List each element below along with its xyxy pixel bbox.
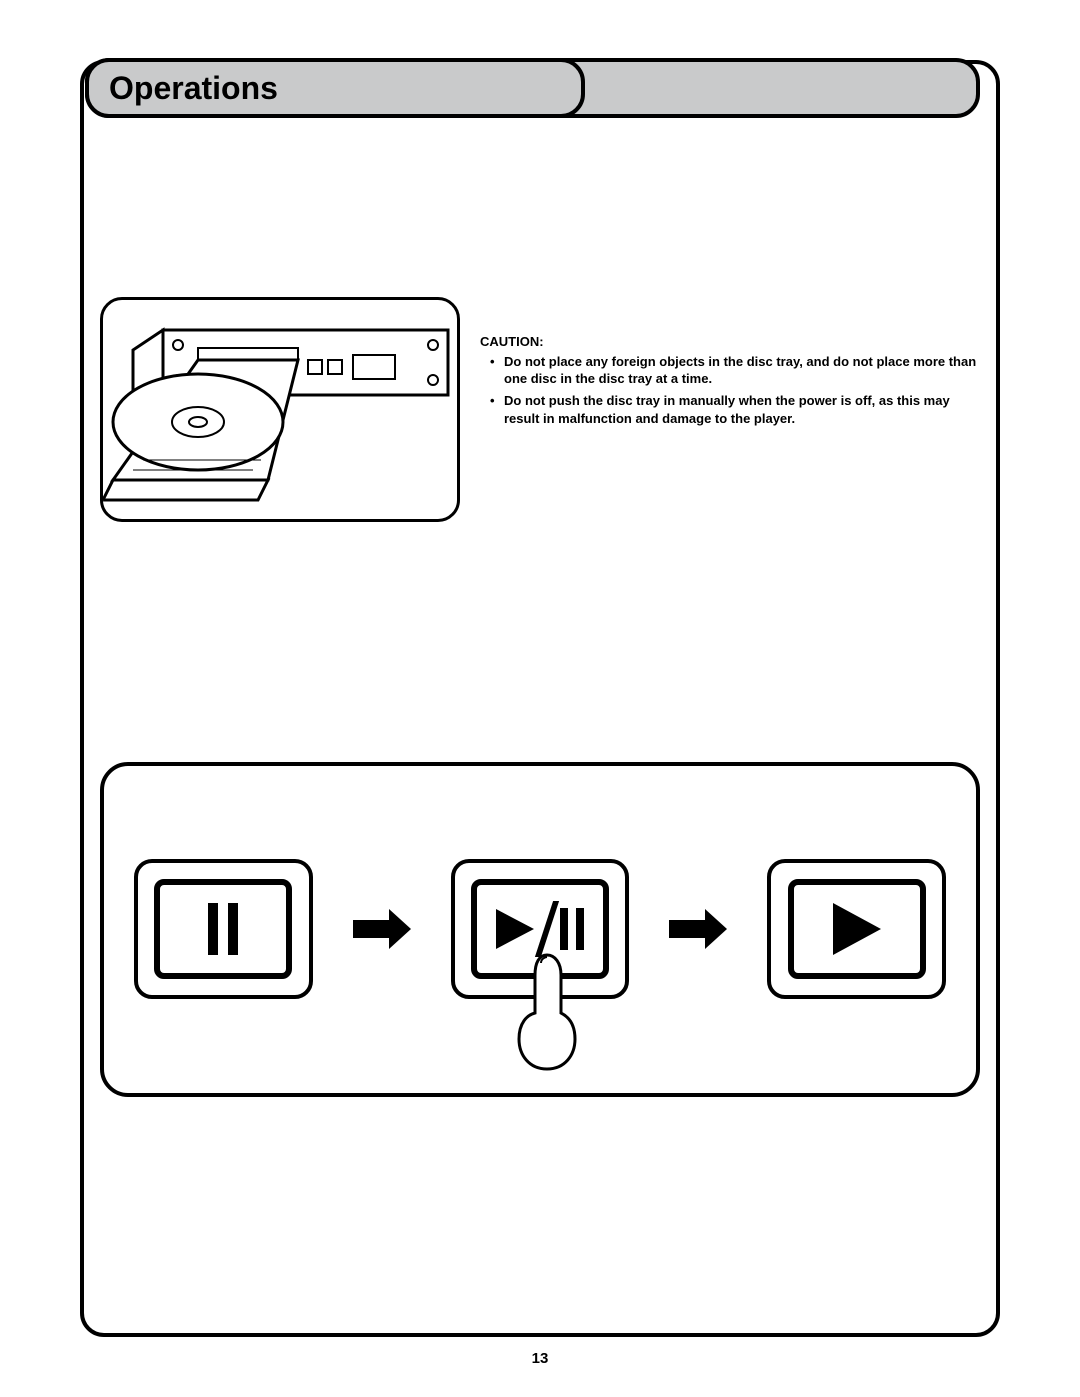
- loading-heading: LOADING AND PLAYING A COMPACT DISC: [100, 140, 980, 158]
- arrow-icon: [669, 909, 727, 949]
- selecting-list: Press the TRACK buttons (7 & 8) to go fo…: [100, 690, 980, 732]
- stopping-heading: STOPPING/PAUSING PLAYBACK: [100, 540, 980, 558]
- play-button-illus: [767, 859, 946, 999]
- selecting-heading: SELECTING FOLDER/TRACKS: [100, 668, 980, 686]
- play-icon: [833, 903, 881, 955]
- loading-item: To start playing the disc, press the PLA…: [110, 246, 980, 284]
- illustration-row: CAUTION: Do not place any foreign object…: [100, 297, 980, 522]
- pause-icon: [560, 908, 584, 950]
- loading-item: Once the disc tray has been closed, the …: [110, 204, 980, 242]
- page-number: 13: [0, 1350, 1080, 1367]
- caution-title: CAUTION:: [480, 333, 980, 351]
- slash-icon: [535, 901, 559, 957]
- loading-item: Open the disc tray by pressing the OPEN/…: [110, 162, 980, 200]
- arrow-icon: [353, 909, 411, 949]
- stopping-list: Press the STOP button (16) once to stop …: [100, 562, 980, 650]
- title-tab: Operations: [85, 58, 585, 118]
- stopping-item: When the PAUSE button is engaged, the cu…: [110, 608, 980, 627]
- pause-icon: [208, 903, 238, 955]
- page-title: Operations: [109, 70, 278, 107]
- pause-button-illus: [134, 859, 313, 999]
- content-region: LOADING AND PLAYING A COMPACT DISC Open …: [100, 140, 980, 1307]
- caution-block: CAUTION: Do not place any foreign object…: [480, 297, 980, 431]
- play-pause-button-illus: [451, 859, 630, 999]
- play-icon: [496, 909, 534, 949]
- cd-tray-illustration: [100, 297, 460, 522]
- button-diagram: [100, 762, 980, 1097]
- stopping-item: Press the STOP button (16) once to stop …: [110, 562, 980, 581]
- finger-press-icon: [511, 951, 583, 1071]
- selecting-item: Press the TRACK buttons (7 & 8) to go fo…: [110, 690, 980, 709]
- caution-line: Do not push the disc tray in manually wh…: [490, 392, 980, 427]
- stopping-item: To pause playback press the PLAY/PAUSE b…: [110, 585, 980, 604]
- selecting-item: Once a folder is selected, press the FOL…: [110, 713, 980, 732]
- loading-list: Open the disc tray by pressing the OPEN/…: [100, 162, 980, 283]
- caution-line: Do not place any foreign objects in the …: [490, 353, 980, 388]
- stopping-item: To resume playback, press the PLAY/PAUSE…: [110, 631, 980, 650]
